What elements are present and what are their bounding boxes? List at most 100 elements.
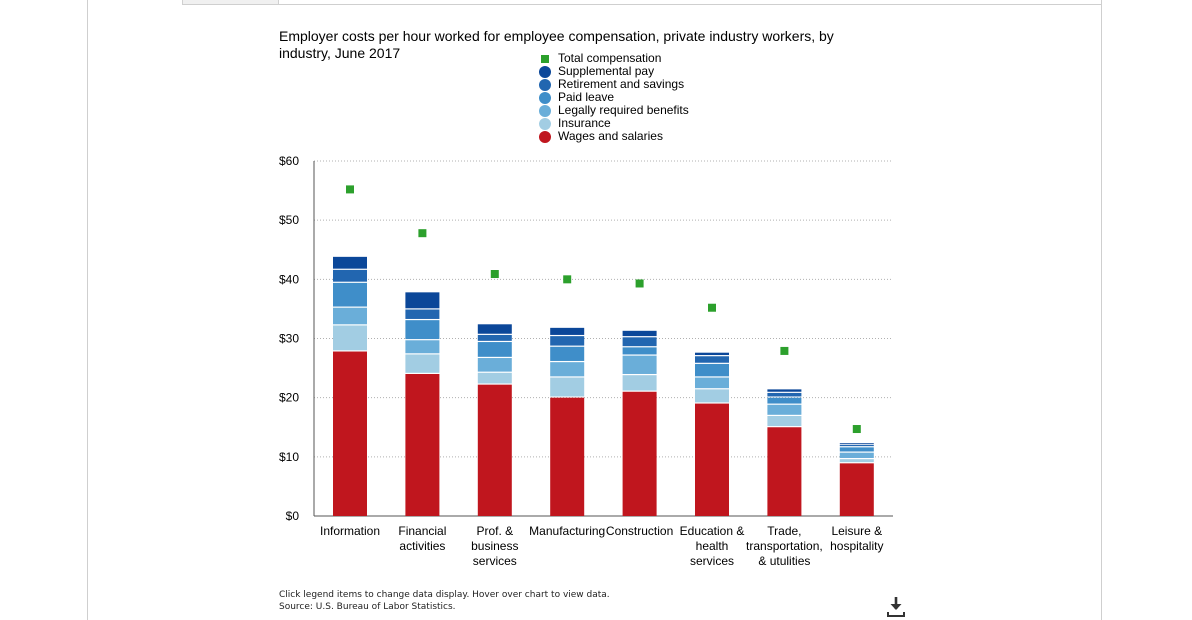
footnote-source: Source: U.S. Bureau of Labor Statistics. [279,602,456,612]
bar-segment-wages-and-salaries[interactable] [550,397,585,516]
legend-item-paid-leave[interactable]: Paid leave [539,91,689,104]
total-compensation-marker[interactable] [708,303,716,312]
bar-segment-supplemental-pay[interactable] [622,330,657,337]
total-compensation-marker[interactable] [563,275,572,284]
bar-segment-insurance[interactable] [333,325,367,351]
x-tick-label: Prof. & business services [471,524,518,568]
bar-segment-insurance[interactable] [839,459,874,463]
bar-segment-paid-leave[interactable] [839,447,874,452]
x-tick-label-line: Financial [398,524,446,538]
legend-swatch-square-icon [541,54,549,63]
x-tick-label-line: Education & [680,524,745,538]
total-compensation-marker[interactable] [635,279,644,288]
x-tick-label: Information [320,524,380,538]
x-tick-label: Construction [606,524,673,538]
legend-swatch-circle-icon [539,78,551,91]
bar-segment-wages-and-salaries[interactable] [405,374,440,516]
bar-segment-wages-and-salaries[interactable] [839,463,874,516]
legend-label: Total compensation [558,51,662,65]
legend-item-retirement-and-savings[interactable]: Retirement and savings [539,78,689,91]
total-compensation-marker[interactable] [780,346,789,355]
legend-item-insurance[interactable]: Insurance [539,117,689,130]
y-tick-label: $30 [279,332,299,346]
bar-segment-wages-and-salaries[interactable] [767,427,802,516]
x-tick-label-line: Manufacturing [529,524,605,538]
bar-segment-retirement-and-savings[interactable] [550,336,585,346]
legend-item-total-compensation[interactable]: Total compensation [539,52,689,65]
footnote-instructions: Click legend items to change data displa… [279,590,610,600]
bar-segment-insurance[interactable] [405,354,440,373]
x-tick-label: Manufacturing [529,524,605,538]
x-tick-label-line: activities [399,539,445,553]
bar-segment-supplemental-pay[interactable] [550,327,585,335]
bar-segment-legally-required-benefits[interactable] [767,404,802,415]
bar-segment-insurance[interactable] [550,377,585,397]
bar-segment-paid-leave[interactable] [695,363,729,377]
total-compensation-marker[interactable] [346,185,354,194]
bar-segment-legally-required-benefits[interactable] [333,307,367,325]
bar-segment-legally-required-benefits[interactable] [405,340,440,354]
bar-segment-wages-and-salaries[interactable] [333,351,367,516]
x-tick-label-line: Information [320,524,380,538]
bar-segment-supplemental-pay[interactable] [333,256,367,269]
bar-segment-supplemental-pay[interactable] [767,389,802,392]
y-tick-label: $0 [286,509,300,523]
bar-segment-paid-leave[interactable] [550,346,585,361]
bar-segment-retirement-and-savings[interactable] [695,356,729,363]
download-icon[interactable] [884,595,908,619]
legend-item-legally-required-benefits[interactable]: Legally required benefits [539,104,689,117]
legend-item-wages-and-salaries[interactable]: Wages and salaries [539,130,689,143]
bar-segment-wages-and-salaries[interactable] [622,391,657,516]
bar-segment-supplemental-pay[interactable] [695,352,729,356]
y-tick-label: $10 [279,450,299,464]
bar-segment-insurance[interactable] [767,416,802,427]
x-tick-label-line: transportation, [746,539,823,553]
x-tick-label-line: Prof. & [476,524,513,538]
bar-segment-paid-leave[interactable] [477,342,512,357]
total-compensation-marker[interactable] [418,229,427,238]
bar-segment-paid-leave[interactable] [333,282,367,307]
bar-segment-supplemental-pay[interactable] [477,324,512,334]
bar-segment-retirement-and-savings[interactable] [622,337,657,347]
bar-segment-retirement-and-savings[interactable] [333,269,367,282]
bar-segment-legally-required-benefits[interactable] [550,362,585,377]
x-tick-label: Leisure & hospitality [830,524,883,553]
bar-segment-supplemental-pay[interactable] [405,292,440,309]
bar-segment-retirement-and-savings[interactable] [477,334,512,341]
bar-segment-paid-leave[interactable] [767,397,802,404]
bar-segment-insurance[interactable] [477,372,512,384]
bar-segment-legally-required-benefits[interactable] [695,377,729,389]
bar-segment-legally-required-benefits[interactable] [477,358,512,372]
x-tick-label-line: hospitality [830,539,883,553]
bar-segment-wages-and-salaries[interactable] [695,403,729,516]
bar-segment-insurance[interactable] [695,389,729,403]
bar-segment-retirement-and-savings[interactable] [767,392,802,397]
total-compensation-marker[interactable] [852,425,861,434]
bar-segment-legally-required-benefits[interactable] [622,355,657,374]
y-tick-label: $60 [279,154,299,168]
bar-segment-wages-and-salaries[interactable] [477,384,512,516]
x-tick-label-line: services [690,554,734,568]
frame-left-border [87,0,88,620]
legend-label: Paid leave [558,90,615,104]
x-tick-label: Financial activities [398,524,446,553]
bar-segment-paid-leave[interactable] [405,320,440,340]
x-tick-label-line: Trade, [767,524,801,538]
legend-item-supplemental-pay[interactable]: Supplemental pay [539,65,689,78]
total-compensation-marker[interactable] [490,270,499,279]
bar-segment-retirement-and-savings[interactable] [839,445,874,447]
legend-swatch-circle-icon [539,130,551,143]
x-tick-label-line: business [471,539,518,553]
bar-segment-insurance[interactable] [622,375,657,391]
y-tick-label: $20 [279,391,299,405]
bar-segment-legally-required-benefits[interactable] [839,452,874,458]
legend-label: Supplemental pay [558,64,655,78]
x-tick-label: Trade, transportation, & utulities [746,524,823,568]
bar-segment-paid-leave[interactable] [622,347,657,355]
y-tick-label: $50 [279,213,299,227]
bar-segment-retirement-and-savings[interactable] [405,309,440,319]
legend-label: Insurance [558,116,611,130]
legend-swatch-circle-icon [539,65,551,78]
bar-segment-supplemental-pay[interactable] [839,443,874,445]
